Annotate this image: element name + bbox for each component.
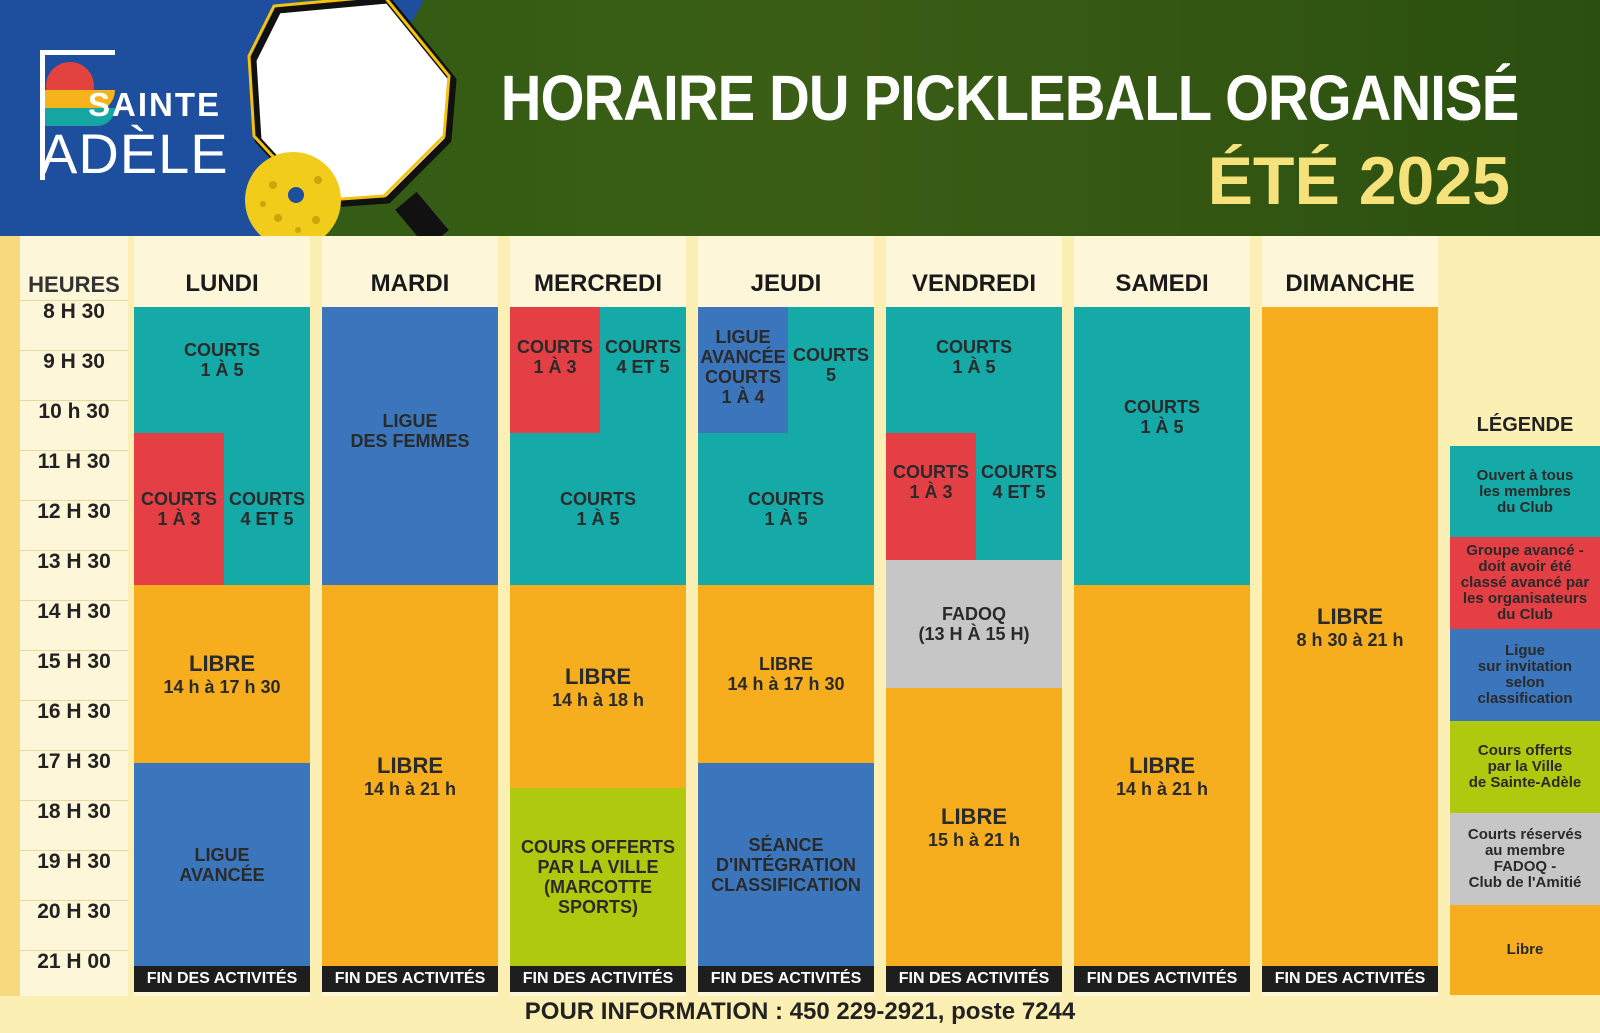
hour-label: 18 H 30 — [37, 800, 111, 823]
schedule-block-lundi-courts-1-3: COURTS 1 À 3 — [134, 433, 224, 585]
schedule-block-lundi-libre: LIBRE 14 h à 17 h 30 — [134, 585, 310, 763]
schedule-block-jeudi-courts-1-5: COURTS 1 À 5 — [698, 433, 874, 585]
left-stripe — [0, 236, 20, 996]
schedule-block-vendredi-libre: LIBRE 15 h à 21 h — [886, 688, 1062, 966]
end-of-activities-label: FIN DES ACTIVITÉS — [1074, 966, 1250, 992]
schedule-block-lundi-courts-4-5: COURTS 4 ET 5 — [224, 433, 310, 585]
hour-label: 8 H 30 — [43, 300, 105, 323]
page-subtitle: ÉTÉ 2025 — [1207, 143, 1510, 219]
logo-text-sainte: SAINTE — [88, 86, 222, 123]
schedule-block-lundi-courts-1-5: COURTS 1 À 5 — [134, 307, 310, 433]
page-title: HORAIRE DU PICKLEBALL ORGANISÉ — [500, 62, 1519, 134]
hours-column — [20, 236, 128, 996]
hour-label: 10 h 30 — [38, 400, 110, 423]
hour-label: 14 H 30 — [37, 600, 111, 623]
legend-item-league: Ligue sur invitation selon classification — [1450, 629, 1600, 721]
legend-item-advanced: Groupe avancé - doit avoir été classé avan… — [1450, 537, 1600, 629]
hour-label: 15 H 30 — [37, 650, 111, 673]
schedule-block-jeudi-seance-integration: SÉANCE D'INTÉGRATION CLASSIFICATION — [698, 763, 874, 966]
hour-label: 21 H 00 — [37, 950, 111, 973]
logo-wave-icon — [45, 108, 115, 126]
schedule-block-mercredi-courts-1-5: COURTS 1 À 5 — [510, 433, 686, 585]
hour-label: 11 H 30 — [37, 450, 111, 473]
hour-label: 13 H 30 — [37, 550, 111, 573]
logo-frame — [40, 50, 115, 180]
schedule-block-vendredi-courts-1-5: COURTS 1 À 5 — [886, 307, 1062, 433]
logo-text-adele: ADÈLE — [40, 122, 229, 185]
schedule-block-vendredi-fadoq: FADOQ (13 H À 15 H) — [886, 560, 1062, 688]
day-name-mardi: MARDI — [370, 270, 450, 297]
schedule-block-mercredi-libre: LIBRE 14 h à 18 h — [510, 585, 686, 788]
schedule-block-dimanche-libre: LIBRE 8 h 30 à 21 h — [1262, 307, 1438, 966]
header-banner: SAINTE ADÈLE HORAIRE DU PICKLEBALL ORGAN… — [0, 0, 1600, 236]
end-of-activities-label: FIN DES ACTIVITÉS — [322, 966, 498, 992]
legend-item-fadoq: Courts réservés au membre FADOQ - Club de l… — [1450, 813, 1600, 905]
schedule-block-samedi-libre: LIBRE 14 h à 21 h — [1074, 585, 1250, 966]
legend-title: LÉGENDE — [1476, 414, 1574, 436]
day-name-dimanche: DIMANCHE — [1285, 270, 1415, 297]
legend-item-city-courses: Cours offerts par la Ville de Sainte-Adèle — [1450, 721, 1600, 813]
sainte-adele-logo: SAINTE ADÈLE — [40, 50, 230, 190]
schedule-block-mercredi-courts-1-3: COURTS 1 À 3 — [510, 307, 600, 433]
schedule-block-mercredi-cours-offerts: COURS OFFERTS PAR LA VILLE (MARCOTTE SPORTS… — [510, 788, 686, 966]
hour-label: 20 H 30 — [37, 900, 111, 923]
end-of-activities-label: FIN DES ACTIVITÉS — [886, 966, 1062, 992]
legend-item-libre: Libre — [1450, 905, 1600, 995]
schedule-block-vendredi-courts-1-3: COURTS 1 À 3 — [886, 433, 976, 560]
schedule-block-vendredi-courts-4-5: COURTS 4 ET 5 — [976, 433, 1062, 560]
schedule-block-mercredi-courts-4-5: COURTS 4 ET 5 — [600, 307, 686, 433]
legend-item-open: Ouvert à tous les membres du Club — [1450, 446, 1600, 537]
pickleball-paddle-icon — [245, 0, 457, 236]
day-name-lundi: LUNDI — [185, 270, 259, 297]
schedule-block-mardi-ligue-femmes: LIGUE DES FEMMES — [322, 307, 498, 585]
hour-label: 12 H 30 — [37, 500, 111, 523]
day-name-jeudi: JEUDI — [750, 270, 822, 297]
hour-label: 17 H 30 — [37, 750, 111, 773]
hour-label: 9 H 30 — [43, 350, 105, 373]
day-name-mercredi: MERCREDI — [533, 270, 662, 297]
hours-header: HEURES — [28, 272, 120, 297]
schedule-block-lundi-ligue-avancee: LIGUE AVANCÉE — [134, 763, 310, 966]
schedule-block-samedi-courts-1-5: COURTS 1 À 5 — [1074, 307, 1250, 585]
schedule-block-jeudi-courts-5: COURTS 5 — [788, 307, 874, 433]
end-of-activities-label: FIN DES ACTIVITÉS — [698, 966, 874, 992]
hour-label: 16 H 30 — [37, 700, 111, 723]
logo-wave-icon — [45, 90, 115, 112]
schedule-block-mardi-libre: LIBRE 14 h à 21 h — [322, 585, 498, 966]
hour-label: 19 H 30 — [37, 850, 111, 873]
end-of-activities-label: FIN DES ACTIVITÉS — [1262, 966, 1438, 992]
day-name-vendredi: VENDREDI — [911, 270, 1037, 297]
schedule-block-jeudi-ligue-avancee: LIGUE AVANCÉE COURTS 1 À 4 — [698, 307, 788, 433]
day-name-samedi: SAMEDI — [1115, 270, 1209, 297]
footer-contact-info: POUR INFORMATION : 450 229-2921, poste 7… — [524, 998, 1076, 1025]
end-of-activities-label: FIN DES ACTIVITÉS — [510, 966, 686, 992]
schedule-block-jeudi-libre: LIBRE 14 h à 17 h 30 — [698, 585, 874, 763]
end-of-activities-label: FIN DES ACTIVITÉS — [134, 966, 310, 992]
